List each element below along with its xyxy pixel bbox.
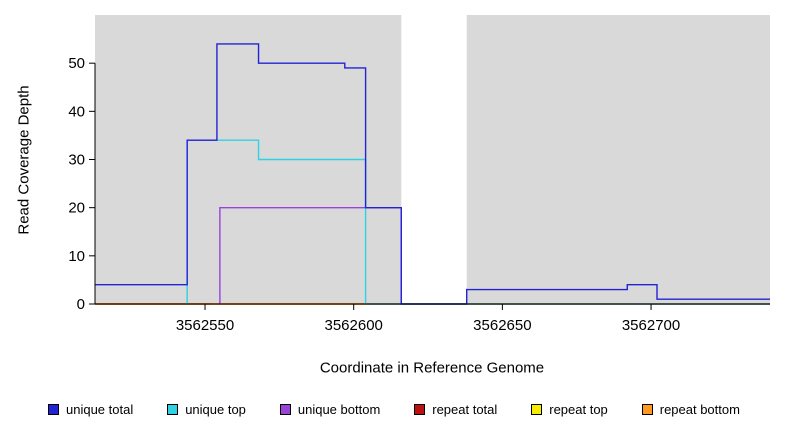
repeat-total-swatch-icon [414,403,426,415]
legend-label: repeat total [432,401,498,417]
y-tick-label: 20 [68,200,85,217]
y-tick-label: 40 [68,103,85,120]
unique-top-swatch-icon [167,403,179,415]
y-tick-label: 10 [68,248,85,265]
legend-label: unique bottom [297,401,381,417]
coverage-plot: 3562550 3562600 3562650 3562700 0 10 20 30 40 50 [68,15,770,334]
series-unique-total [95,43,770,305]
unique-bottom-swatch-icon [279,403,291,415]
x-axis-label: Coordinate in Reference Genome [319,359,545,377]
y-tick-label: 50 [68,55,85,72]
legend-item-repeat-total: repeat total [414,402,497,417]
legend-label: unique total [66,401,134,417]
legend: unique total unique top unique bottom repea… [0,399,792,419]
legend-item-unique-top: unique top [167,402,246,417]
legend-item-unique-bottom: unique bottom [279,401,381,417]
repeat-bottom-swatch-icon [641,403,653,415]
x-tick-label: 3562700 [622,317,680,334]
legend-item-repeat-bottom: repeat bottom [641,401,740,417]
legend-item-repeat-top: repeat top [531,402,608,417]
y-tick-label: 0 [77,296,85,313]
legend-label: repeat top [549,401,608,417]
legend-label: repeat bottom [659,401,740,417]
x-tick-label: 3562600 [324,317,382,334]
background-region-shaded-right [466,15,770,304]
unique-total-swatch-icon [48,403,59,415]
repeat-top-swatch-icon [531,403,543,415]
y-axis-label: Read Coverage Depth [15,85,33,235]
y-tick-label: 30 [68,152,85,169]
x-tick-label: 3562650 [473,317,531,334]
legend-label: unique top [185,401,246,417]
legend-item-unique-total: unique total [48,402,133,417]
x-tick-label: 3562550 [176,317,234,334]
